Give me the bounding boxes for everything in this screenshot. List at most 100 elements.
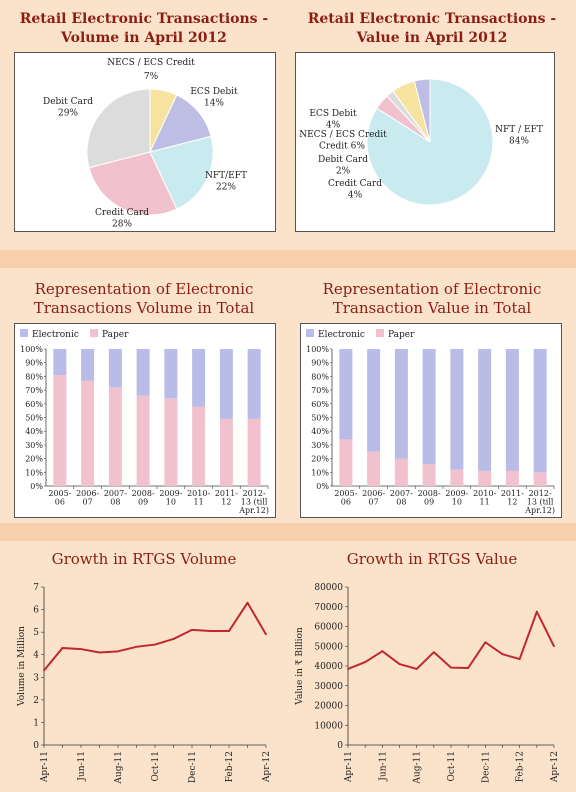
legend-label: Paper <box>102 330 129 340</box>
bar-volume-chart: Electronic Paper 0% 10% 20% 30% 40% 50% 60% 70% 80… <box>20 329 269 515</box>
y-tick-label: 10% <box>311 468 329 477</box>
y-tick-label: 50% <box>311 414 329 423</box>
y-tick-label: 0% <box>30 482 43 491</box>
y-tick-label: 70% <box>25 386 43 395</box>
y-tick-label: 5 <box>33 628 39 638</box>
pie-label: 2% <box>336 167 351 177</box>
bar-electronic <box>136 349 150 396</box>
bar-electronic <box>394 349 408 459</box>
line-volume-title: Growth in RTGS Volume <box>51 550 237 568</box>
data-point <box>450 666 452 669</box>
data-point <box>415 668 418 670</box>
y-tick-label: 30000 <box>314 682 343 692</box>
pie-value-chart: NFT / EFT 84% Credit Card 4% Debit Card 2% NEC… <box>299 78 543 206</box>
y-tick-label: 40% <box>311 427 329 436</box>
y-tick-label: 40% <box>25 427 43 436</box>
pie-value-title: Retail Electronic Transactions - Value i… <box>307 11 557 46</box>
bar-value-chart: Electronic Paper 0% 10% 20% 30% 40% 50% 60% 70% 80… <box>306 329 555 515</box>
y-tick-label: 70% <box>311 386 329 395</box>
bar-paper <box>136 395 150 486</box>
bar-electronic <box>422 349 436 465</box>
y-tick-label: 6 <box>33 606 39 616</box>
pie-label: 29% <box>58 109 78 119</box>
x-tick-label: 08 <box>110 498 120 507</box>
y-tick-label: 40000 <box>314 662 343 672</box>
pie-label: 28% <box>112 220 132 230</box>
pie-label: 7% <box>144 72 159 82</box>
x-tick-label: 07 <box>369 498 379 507</box>
legend-label: Electronic <box>32 330 79 340</box>
data-point <box>43 669 45 672</box>
y-tick-label: 10000 <box>314 721 343 731</box>
bar-electronic <box>219 349 233 419</box>
x-tick-label: Apr.12) <box>524 506 555 515</box>
bar-value-title: Representation of Electronic Transaction… <box>322 280 542 317</box>
y-tick-label: 4 <box>33 651 39 661</box>
y-tick-label: 50% <box>25 414 43 423</box>
y-tick-label: 90% <box>311 359 329 368</box>
y-tick-label: 0% <box>316 482 329 491</box>
x-tick-label: Aug-11 <box>413 751 423 785</box>
pie-label: Credit Card <box>95 208 149 218</box>
data-point <box>484 641 487 644</box>
x-tick-label: 2006- <box>362 489 385 498</box>
x-tick-label: Feb-12 <box>225 751 235 782</box>
bar-paper <box>533 472 547 486</box>
y-tick-label: 30% <box>25 441 43 450</box>
y-axis-label: Value in ₹ Billion <box>295 627 305 706</box>
legend-label: Electronic <box>318 330 365 340</box>
line-value-title: Growth in RTGS Value <box>346 550 518 568</box>
x-tick-label: 10 <box>166 498 176 507</box>
y-tick-label: 50000 <box>314 642 343 652</box>
y-axis-label: Volume in Million <box>17 626 27 707</box>
x-tick-label: Jun-11 <box>77 751 87 782</box>
x-tick-label: Apr-11 <box>40 751 50 783</box>
y-tick-label: 30% <box>311 441 329 450</box>
data-point <box>501 653 504 656</box>
pie-label: Credit Card <box>328 179 382 189</box>
x-tick-label: 2008- <box>418 489 441 498</box>
y-tick-label: 0 <box>337 741 343 751</box>
data-point <box>535 610 538 613</box>
bar-paper <box>394 458 408 486</box>
x-tick-label: 2007- <box>390 489 413 498</box>
pie-slice <box>149 135 214 210</box>
data-point <box>364 661 367 663</box>
y-tick-label: 60% <box>311 400 329 409</box>
bar-paper <box>164 398 178 486</box>
y-tick-label: 60% <box>25 400 43 409</box>
x-tick-label: Apr.12) <box>238 506 269 515</box>
y-tick-label: 90% <box>25 359 43 368</box>
y-tick-label: 1 <box>33 718 39 728</box>
data-point <box>98 651 101 654</box>
bar-paper <box>192 406 206 486</box>
x-tick-label: 2006- <box>76 489 99 498</box>
separator-band <box>0 250 576 268</box>
data-point <box>80 648 82 650</box>
bar-electronic <box>81 349 95 381</box>
bar-volume-title: Representation of Electronic Transaction… <box>33 280 255 317</box>
x-tick-label: 12 <box>221 498 231 507</box>
x-tick-label: 08 <box>396 498 406 507</box>
pie-label: ECS Debit <box>309 109 357 119</box>
y-tick-label: 80% <box>311 372 329 381</box>
x-tick-label: 07 <box>83 498 93 507</box>
y-tick-label: 3 <box>33 673 39 683</box>
pie-slice <box>413 78 431 143</box>
x-tick-label: 2012- <box>529 489 552 498</box>
data-point <box>265 633 267 636</box>
legend-swatch-paper <box>90 329 98 337</box>
bar-paper <box>53 375 67 486</box>
data-point <box>117 650 119 653</box>
x-tick-label: 2010- <box>473 489 496 498</box>
x-tick-label: 2007- <box>104 489 127 498</box>
x-tick-label: 2009- <box>159 489 182 498</box>
x-tick-label: Aug-11 <box>114 751 124 785</box>
legend-label: Paper <box>388 330 415 340</box>
y-tick-label: 0 <box>33 741 39 751</box>
pie-label: 4% <box>326 121 341 131</box>
data-point <box>209 630 212 632</box>
pie-label: Debit Card <box>43 97 93 107</box>
x-tick-label: Oct-11 <box>151 751 161 782</box>
bar-electronic <box>53 349 67 376</box>
